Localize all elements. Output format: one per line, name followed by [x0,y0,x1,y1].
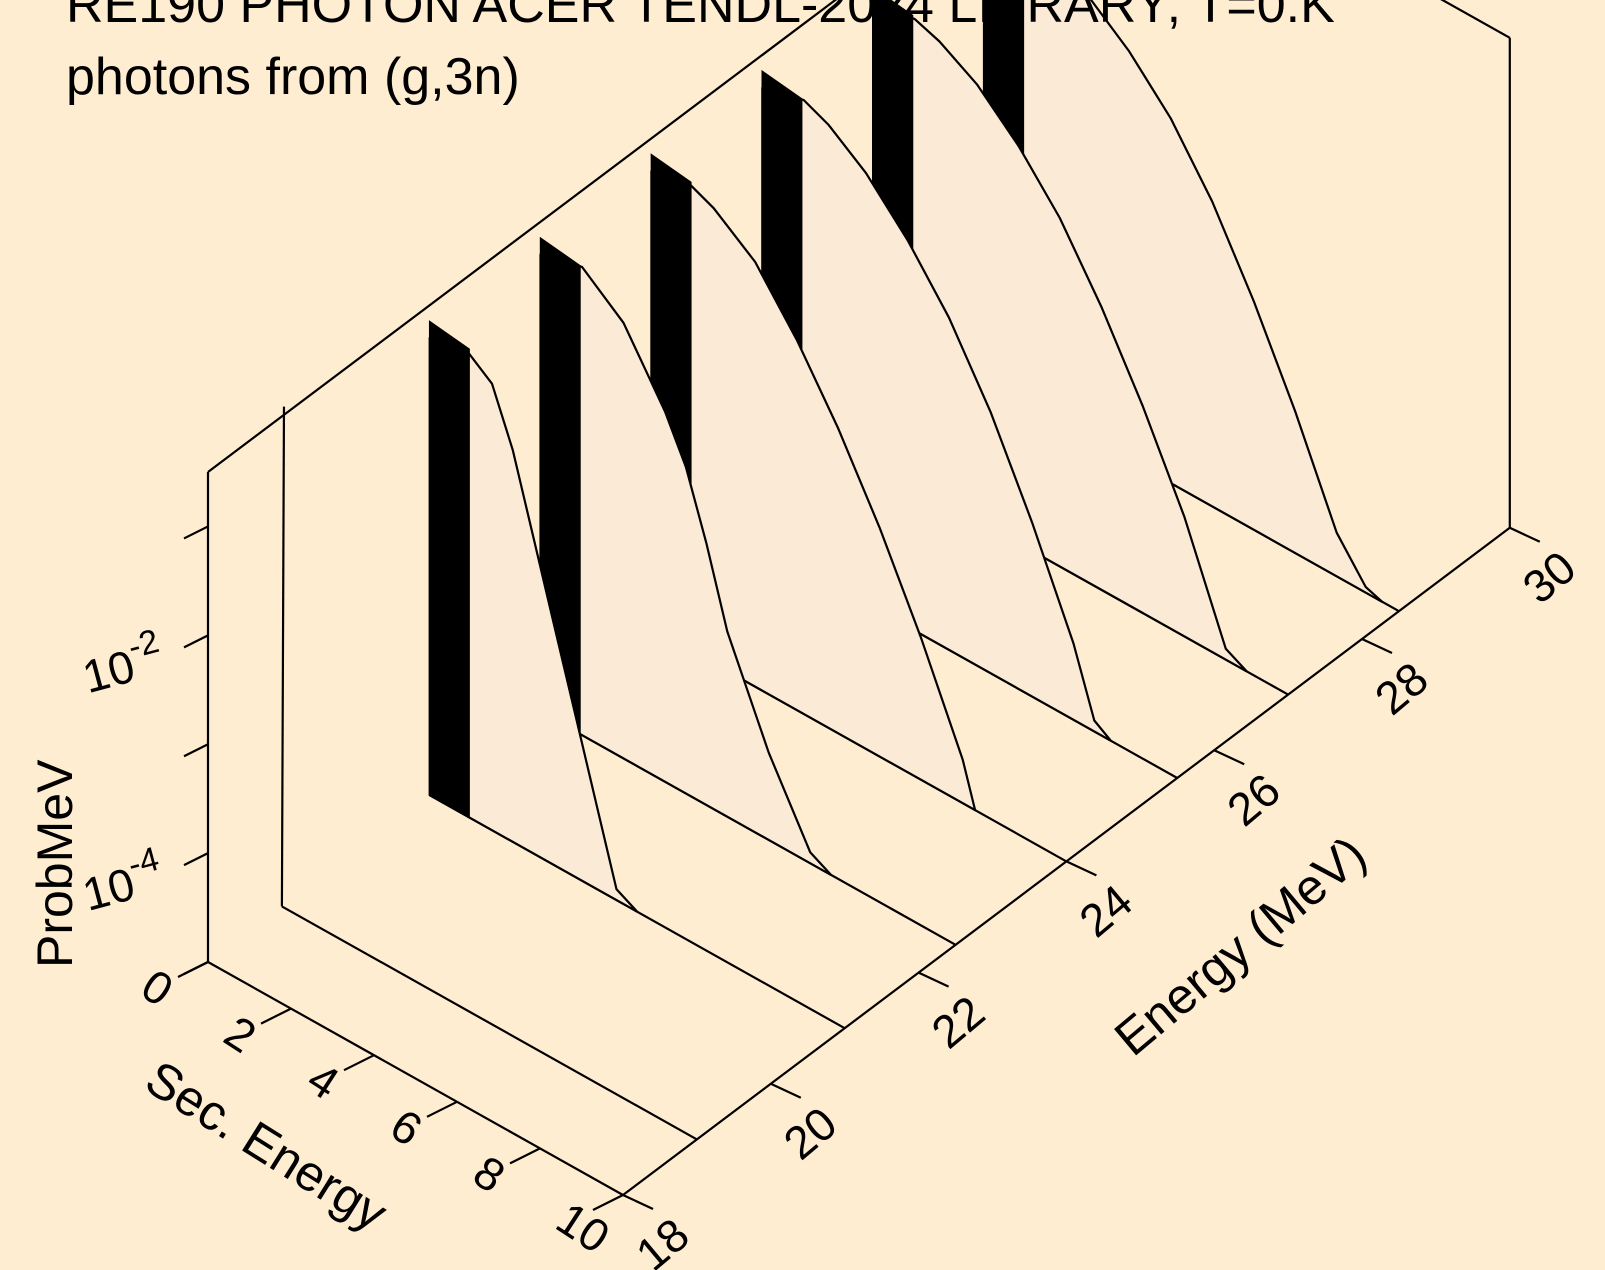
y-tick-18 [622,1194,654,1210]
z-axis-label: ProbMeV [27,759,83,968]
y-tick-24 [1065,860,1097,877]
spectrum-22.5 [539,253,833,876]
x-tick-6 [426,1100,458,1118]
y-tick-20 [770,1082,802,1099]
x-tick-label-2: 2 [216,1005,266,1063]
x-tick-2 [260,1007,292,1025]
spectrum-28.5 [982,0,1384,603]
discrete-lines-21 [428,320,470,819]
x-tick-label-4: 4 [299,1052,349,1110]
chart-title-line-2: photons from (g,3n) [66,48,520,106]
z-tick--2 [183,634,209,649]
y-tick-label-26: 26 [1217,763,1290,836]
empty-spectrum-line-19 [280,406,286,907]
x-tick-label-8: 8 [465,1145,515,1203]
x-axis-label: Sec. Energy [136,1050,397,1242]
y-axis-label: Energy (MeV) [1104,825,1376,1066]
x-axis-line [207,961,624,1196]
y-tick-26 [1213,749,1245,766]
tick-marks [177,525,1541,1211]
z-tick--5 [183,961,209,975]
x-tick-10 [592,1194,624,1211]
baseline-19 [281,905,698,1141]
x-tick-4 [343,1054,375,1072]
y-tick-label-20: 20 [774,1097,847,1170]
back-top-edge [207,0,838,473]
y-tick-label-18: 18 [626,1208,699,1270]
z-tick-label--2: 10-2 [75,622,170,703]
x-tick-8 [509,1147,541,1165]
chart-title-line-1: RE190 PHOTON ACER TENDL-2024 LIBRARY; T=… [66,0,1335,34]
x-tick-label-0: 0 [133,959,183,1017]
spectrum-21 [428,336,639,913]
spectra [280,0,1400,1141]
y-tick-22 [918,971,950,988]
z-tick--4 [183,852,209,867]
y-tick-label-24: 24 [1069,874,1142,947]
y-tick-28 [1361,638,1393,654]
y-tick-label-28: 28 [1365,652,1438,725]
y-tick-label-22: 22 [922,986,995,1059]
z-tick--3 [183,743,209,758]
z-tick-label--4: 10-4 [75,840,170,921]
x-tick-label-6: 6 [382,1099,432,1157]
y-tick-label-30: 30 [1513,541,1586,614]
y-tick-30 [1509,526,1541,543]
z-tick--1 [183,525,209,540]
